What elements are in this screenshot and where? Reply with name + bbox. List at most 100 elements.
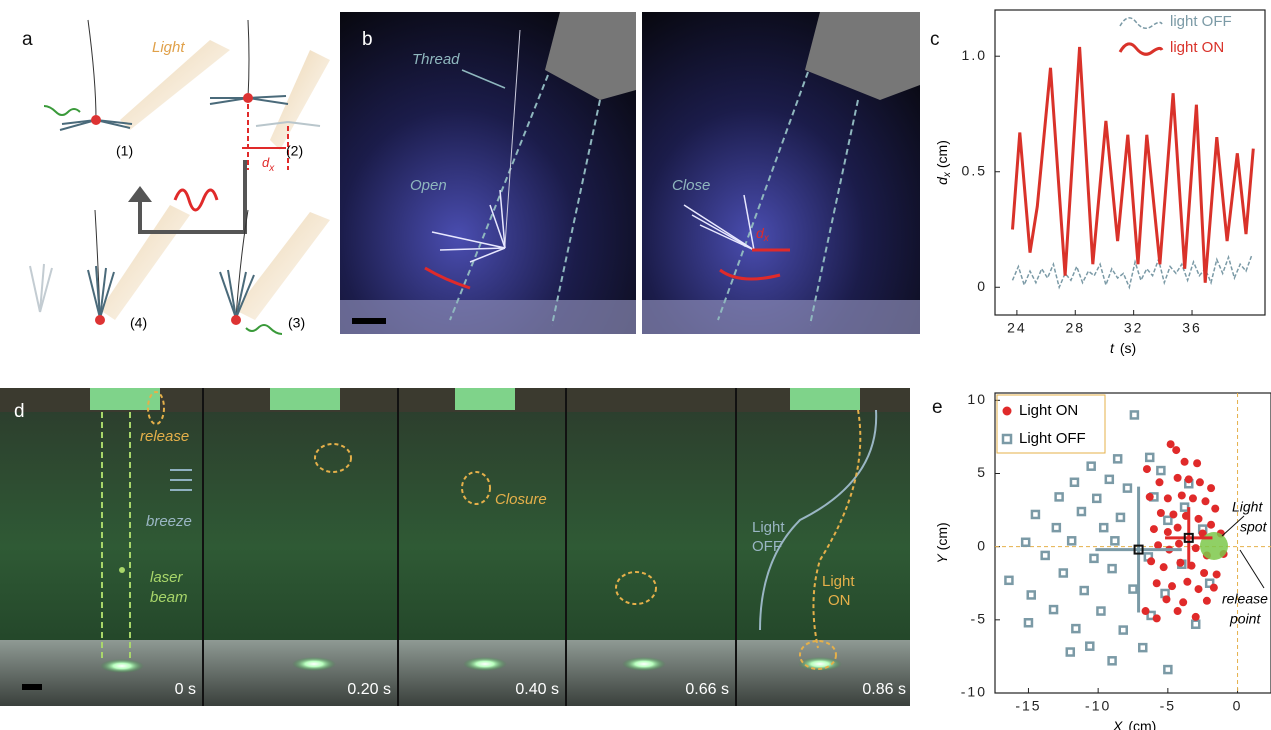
point	[1157, 509, 1165, 517]
floor	[0, 640, 910, 706]
legend-swatch	[1120, 44, 1162, 54]
point	[1201, 497, 1209, 505]
point	[1185, 475, 1193, 483]
point	[1153, 614, 1161, 622]
breeze-label: breeze	[146, 513, 192, 530]
point	[1042, 552, 1049, 559]
time-label: 0.86 s	[862, 681, 906, 698]
point	[1200, 569, 1208, 577]
step-label: (2)	[286, 143, 303, 159]
figure: a Light (1) dx (2) (3) (4)	[0, 0, 1271, 730]
tick-label: 1.0	[962, 47, 987, 63]
panel-label: a	[22, 29, 33, 50]
point	[1172, 446, 1180, 454]
tick-label: 28	[1065, 320, 1085, 336]
y-axis-unit: (cm)	[934, 522, 950, 550]
point	[1005, 577, 1012, 584]
point	[1179, 598, 1187, 606]
light-beam	[270, 50, 330, 150]
point	[1192, 621, 1199, 628]
time-label: 0 s	[175, 681, 196, 698]
y-axis-symbol: Y	[934, 553, 950, 564]
tick-label: 32	[1124, 320, 1144, 336]
tick-label: -10	[1085, 698, 1111, 714]
time-label: 0.66 s	[685, 681, 729, 698]
time-label: 0.40 s	[515, 681, 559, 698]
dx-label: dx	[262, 155, 275, 173]
panel-b: dx Thread Open Close b	[340, 12, 920, 334]
point	[1207, 521, 1215, 529]
point	[1193, 459, 1201, 467]
panel-label: d	[14, 401, 25, 422]
open-label: Open	[410, 177, 447, 194]
release-label: release	[140, 428, 189, 445]
point	[1174, 474, 1182, 482]
cycle-arrow	[128, 186, 152, 202]
point	[1211, 505, 1219, 513]
point	[1106, 476, 1113, 483]
point	[1169, 510, 1177, 518]
point	[1168, 582, 1176, 590]
panel-label: c	[930, 29, 940, 50]
panel-d: release breeze Closure laser beam Light …	[0, 388, 910, 706]
point	[1213, 570, 1221, 578]
point	[1114, 455, 1121, 462]
off-label: OFF	[752, 538, 782, 555]
tick-label: 0	[977, 278, 987, 294]
time-label: 0.20 s	[347, 681, 391, 698]
point	[1164, 494, 1172, 502]
tick-label: -15	[1015, 698, 1041, 714]
tick-label: 36	[1182, 320, 1202, 336]
point	[1124, 485, 1131, 492]
point	[1189, 494, 1197, 502]
step-label: (3)	[288, 315, 305, 331]
thread	[88, 20, 96, 120]
point	[1060, 570, 1067, 577]
tick-label: 0.5	[962, 162, 987, 178]
off-label: Light	[752, 519, 785, 536]
legend-label: light OFF	[1170, 13, 1232, 30]
point	[1081, 587, 1088, 594]
tick-label: 0	[1233, 698, 1243, 714]
point	[1100, 524, 1107, 531]
light-beam	[235, 212, 330, 320]
annotation-arrow	[1240, 550, 1264, 588]
point	[1160, 563, 1168, 571]
scale-bar	[352, 318, 386, 324]
step-label: (1)	[116, 143, 133, 159]
point	[1050, 606, 1057, 613]
step-label: (4)	[130, 315, 147, 331]
point	[1164, 517, 1171, 524]
point	[1090, 555, 1097, 562]
thread-label: Thread	[412, 51, 460, 68]
tick-label: -10	[961, 684, 987, 700]
scale-bar	[22, 684, 42, 690]
legend-swatch	[1003, 435, 1011, 443]
point	[1139, 644, 1146, 651]
point	[1155, 478, 1163, 486]
cycle-loop	[140, 160, 245, 232]
x-axis-label: t(s)	[1110, 340, 1136, 356]
point	[1176, 559, 1184, 567]
point	[1109, 565, 1116, 572]
x-axis-symbol: t	[1110, 340, 1115, 356]
point	[1174, 524, 1182, 532]
point	[1192, 613, 1200, 621]
y-axis-unit: (cm)	[934, 140, 950, 168]
annotation: release	[1222, 591, 1268, 607]
point	[1174, 607, 1182, 615]
point	[1078, 508, 1085, 515]
point	[1192, 544, 1200, 552]
panel-label: b	[362, 29, 373, 50]
tick-label: 24	[1007, 320, 1027, 336]
point	[1150, 525, 1158, 533]
annotation: spot	[1240, 519, 1268, 535]
point	[1167, 440, 1175, 448]
point	[1153, 579, 1161, 587]
point	[1056, 493, 1063, 500]
point	[1183, 578, 1191, 586]
point	[1028, 591, 1035, 598]
panel-label: e	[932, 397, 943, 418]
on-label: Light	[822, 573, 855, 590]
legend-label: light ON	[1170, 39, 1224, 56]
